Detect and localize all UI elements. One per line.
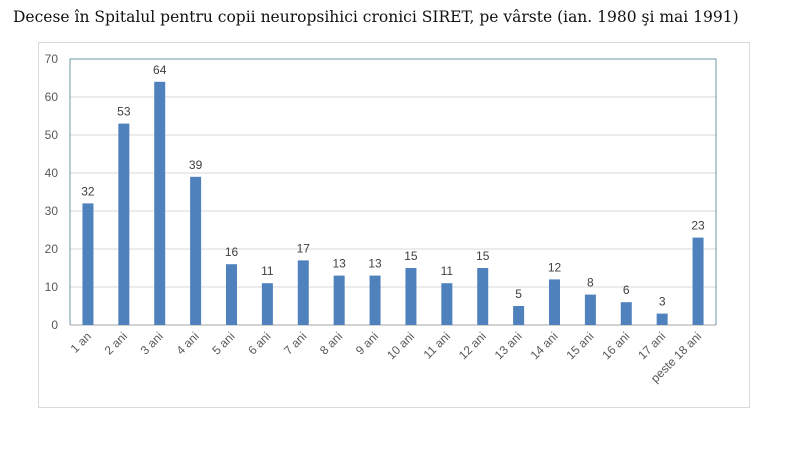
bar	[692, 237, 704, 325]
x-tick-label: 9 ani	[353, 329, 381, 357]
x-tick-label: 8 ani	[317, 329, 345, 357]
data-label: 11	[441, 264, 454, 278]
x-tick-label: 3 ani	[138, 329, 166, 357]
bar	[369, 275, 381, 325]
data-label: 3	[659, 295, 666, 309]
gridlines	[70, 58, 716, 288]
data-label: 16	[225, 245, 239, 259]
x-tick-label: 6 ani	[245, 329, 273, 357]
data-label: 8	[587, 276, 594, 290]
x-tick-label: 14 ani	[528, 329, 561, 362]
data-label: 15	[476, 249, 490, 263]
x-tick-label: 13 ani	[492, 329, 525, 362]
y-tick-label: 60	[45, 90, 59, 104]
data-label: 15	[404, 249, 418, 263]
y-tick-label: 20	[45, 242, 59, 256]
bar	[154, 81, 166, 325]
y-tick-label: 10	[45, 280, 59, 294]
x-tick-label: 5 ani	[209, 329, 237, 357]
chart-area-frame	[38, 42, 750, 408]
y-tick-label: 40	[45, 166, 59, 180]
y-tick-labels: 0 10 20 30 40 50 60 70	[45, 52, 59, 332]
bars	[82, 81, 704, 325]
bar	[333, 275, 345, 325]
x-tick-label: 7 ani	[281, 329, 309, 357]
data-label: 32	[81, 184, 95, 198]
data-label: 12	[548, 260, 562, 274]
data-label: 23	[691, 219, 705, 233]
y-tick-label: 30	[45, 204, 59, 218]
x-tick-label: 16 ani	[599, 329, 632, 362]
x-tick-label: 11 ani	[421, 329, 453, 361]
data-labels: 32 53 64 39 16 11 17 13 13 15 11 15 5 12 8 6 3 23	[81, 63, 705, 309]
data-label: 13	[368, 257, 382, 271]
x-tick-labels: 1 an 2 ani 3 ani 4 ani 5 ani 6 ani 7 ani 8 ani 9…	[68, 329, 705, 385]
bar	[513, 306, 525, 325]
data-label: 5	[515, 287, 522, 301]
y-tick-label: 0	[51, 318, 58, 332]
x-tick-label: 1 an	[68, 329, 94, 355]
bar	[82, 203, 94, 325]
data-label: 17	[297, 241, 311, 255]
bar	[118, 123, 130, 325]
y-tick-label: 50	[45, 128, 59, 142]
bar	[477, 268, 489, 325]
x-tick-label: 15 ani	[563, 329, 596, 362]
bar	[190, 176, 202, 325]
data-label: 11	[261, 264, 274, 278]
data-label: 39	[189, 158, 203, 172]
data-label: 6	[623, 283, 630, 297]
data-label: 64	[153, 63, 167, 77]
data-label: 53	[117, 105, 131, 119]
y-tick-label: 70	[45, 52, 59, 66]
plot-border	[69, 58, 717, 325]
x-tick-label: 12 ani	[456, 329, 489, 362]
bar	[405, 268, 417, 325]
bar	[549, 279, 560, 325]
bar	[297, 260, 309, 325]
bar	[261, 283, 273, 325]
bar	[226, 264, 237, 325]
x-tick-label: 4 ani	[173, 329, 201, 357]
bar	[656, 313, 668, 325]
axes	[69, 58, 717, 326]
bar	[441, 283, 453, 325]
chart-title: Decese în Spitalul pentru copii neuropsi…	[13, 8, 739, 26]
bar	[584, 294, 596, 325]
bar	[620, 302, 632, 325]
x-tick-label: 2 ani	[102, 329, 130, 357]
x-tick-label: 17 ani	[635, 329, 668, 362]
data-label: 13	[332, 257, 346, 271]
x-tick-label: 10 ani	[384, 329, 417, 362]
